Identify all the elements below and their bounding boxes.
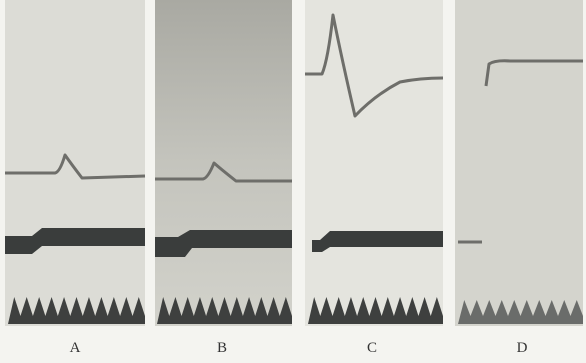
panel-a: A xyxy=(5,0,145,356)
panel-d: D xyxy=(455,0,583,356)
panel-background xyxy=(455,0,583,326)
panel-c: C xyxy=(305,0,443,356)
panel-label: C xyxy=(367,340,377,356)
figure: A B C D xyxy=(0,0,586,363)
panel-label: D xyxy=(517,340,528,356)
panel-background xyxy=(5,0,145,326)
panel-background xyxy=(155,0,292,326)
panel-background xyxy=(305,0,443,326)
panel-b: B xyxy=(155,0,292,356)
panel-label: A xyxy=(70,340,81,356)
panel-label: B xyxy=(217,340,227,356)
